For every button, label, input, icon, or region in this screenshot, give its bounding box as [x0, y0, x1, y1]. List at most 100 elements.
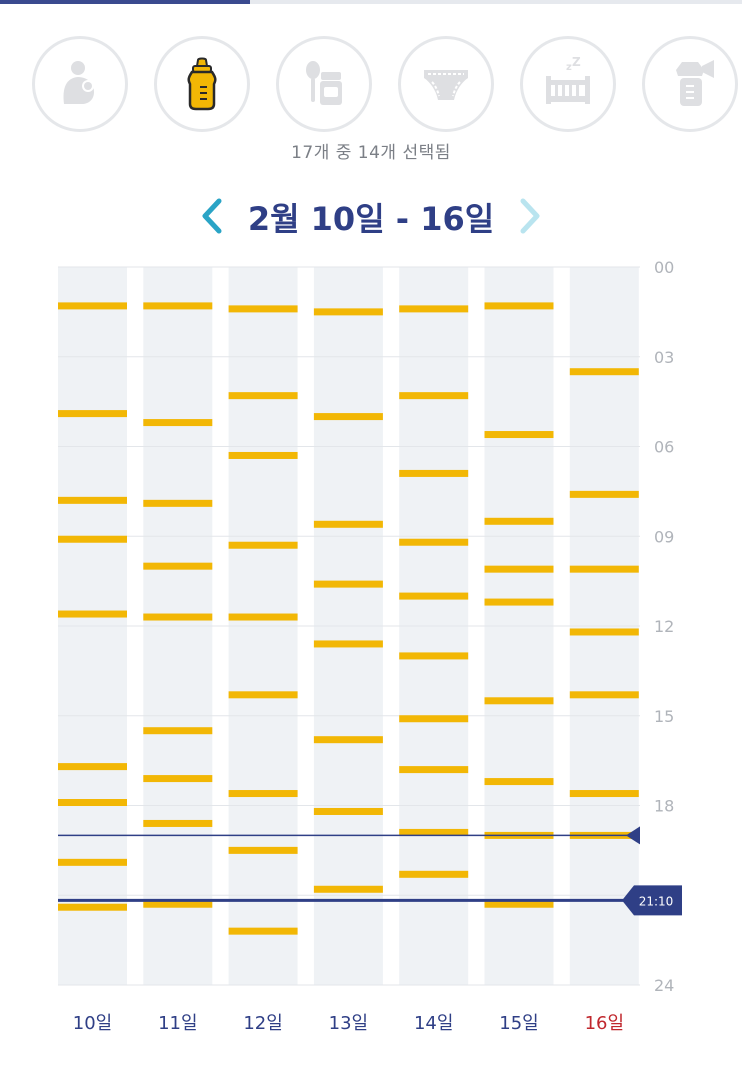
- feeding-event-bar: [58, 799, 127, 807]
- top-progress-strip: [0, 0, 742, 4]
- svg-text:z: z: [566, 62, 572, 73]
- category-baby-food-button[interactable]: [276, 36, 372, 132]
- feeding-event-bar: [484, 565, 554, 573]
- feeding-event-bar: [313, 520, 383, 528]
- feeding-event-bar: [58, 302, 127, 310]
- feeding-event-bar: [399, 469, 469, 477]
- feeding-event-bar: [484, 778, 554, 786]
- feeding-event-bar: [313, 308, 383, 316]
- day-label: 10일: [73, 1013, 112, 1034]
- feeding-event-bar: [569, 628, 639, 636]
- feeding-event-bar: [484, 517, 554, 525]
- hour-tick-label: 24: [654, 976, 674, 995]
- feeding-event-bar: [143, 900, 213, 908]
- feeding-event-bar: [399, 592, 469, 600]
- day-label: 15일: [499, 1013, 538, 1034]
- current-time-flag: [622, 885, 682, 916]
- hour-tick-label: 00: [654, 258, 674, 277]
- category-sleep-button[interactable]: z Z: [520, 36, 616, 132]
- hour-tick-label: 06: [654, 438, 674, 457]
- feeding-event-bar: [484, 302, 554, 310]
- feeding-event-bar: [228, 790, 298, 798]
- prev-week-button[interactable]: [192, 192, 232, 240]
- feeding-event-bar: [313, 885, 383, 893]
- feeding-event-bar: [313, 413, 383, 421]
- hour-tick-label: 18: [654, 797, 674, 816]
- feeding-event-bar: [228, 305, 298, 313]
- category-diaper-button[interactable]: [398, 36, 494, 132]
- feeding-event-bar: [143, 727, 213, 735]
- feeding-event-bar: [143, 499, 213, 507]
- timeline-svg: 00030609121518212421:1010일11일12일13일14일15…: [58, 258, 682, 1034]
- hour-tick-label: 15: [654, 707, 674, 726]
- feeding-timeline-chart: 00030609121518212421:1010일11일12일13일14일15…: [0, 250, 742, 1050]
- feeding-event-bar: [399, 392, 469, 400]
- week-title: 2월 10일 - 16일: [247, 200, 495, 238]
- feeding-event-bar: [58, 903, 127, 911]
- week-navigator: 2월 10일 - 16일: [0, 188, 742, 244]
- feeding-event-bar: [484, 900, 554, 908]
- baby-bottle-icon: [187, 57, 217, 111]
- feeding-event-bar: [313, 580, 383, 588]
- feeding-event-bar: [569, 490, 639, 498]
- feeding-event-bar: [484, 431, 554, 439]
- day-label: 13일: [329, 1013, 368, 1034]
- feeding-event-bar: [228, 927, 298, 935]
- feeding-event-bar: [399, 870, 469, 878]
- feeding-event-bar: [569, 790, 639, 798]
- diaper-icon: [424, 70, 468, 100]
- day-label: 11일: [158, 1013, 197, 1034]
- feeding-event-bar: [569, 368, 639, 376]
- nursing-mother-icon: [63, 61, 94, 104]
- feeding-event-bar: [484, 697, 554, 705]
- hour-tick-label: 12: [654, 617, 674, 636]
- feeding-event-bar: [143, 775, 213, 783]
- feeding-event-bar: [399, 715, 469, 723]
- feeding-event-bar: [484, 598, 554, 606]
- feeding-event-bar: [399, 828, 469, 836]
- hour-tick-label: 03: [654, 348, 674, 367]
- hour-tick-label: 09: [654, 527, 674, 546]
- chevron-right-icon: [520, 198, 540, 234]
- category-pump-button[interactable]: [642, 36, 738, 132]
- top-progress-fill: [0, 0, 250, 4]
- current-time-label: 21:10: [639, 894, 674, 908]
- category-nursing-button[interactable]: [32, 36, 128, 132]
- day-label: 14일: [414, 1013, 453, 1034]
- feeding-event-bar: [228, 541, 298, 549]
- category-filter-row: z Z: [0, 36, 742, 136]
- feeding-event-bar: [313, 807, 383, 815]
- feeding-event-bar: [58, 763, 127, 771]
- feeding-event-bar: [399, 305, 469, 313]
- feeding-event-bar: [143, 819, 213, 827]
- feeding-event-bar: [569, 565, 639, 573]
- feeding-event-bar: [569, 691, 639, 699]
- feeding-event-bar: [399, 652, 469, 660]
- feeding-event-bar: [313, 736, 383, 744]
- feeding-event-bar: [228, 392, 298, 400]
- feeding-event-bar: [143, 613, 213, 621]
- feeding-event-bar: [399, 766, 469, 774]
- feeding-event-bar: [143, 562, 213, 570]
- feeding-event-bar: [58, 610, 127, 618]
- feeding-event-bar: [58, 858, 127, 866]
- feeding-event-bar: [228, 451, 298, 459]
- baby-food-icon: [306, 61, 342, 105]
- selection-summary: 17개 중 14개 선택됨: [291, 143, 451, 163]
- breast-pump-icon: [676, 60, 714, 106]
- feeding-event-bar: [143, 419, 213, 427]
- feeding-event-bar: [228, 691, 298, 699]
- time-marker-arrow: [626, 826, 640, 845]
- day-label: 16일: [585, 1013, 624, 1034]
- feeding-event-bar: [58, 496, 127, 504]
- category-bottle-button[interactable]: [154, 36, 250, 132]
- feeding-event-bar: [228, 613, 298, 621]
- feeding-event-bar: [58, 535, 127, 543]
- next-week-button[interactable]: [510, 192, 550, 240]
- svg-text:Z: Z: [572, 56, 581, 69]
- feeding-event-bar: [58, 410, 127, 418]
- day-label: 12일: [243, 1013, 282, 1034]
- feeding-event-bar: [313, 640, 383, 648]
- feeding-event-bar: [228, 846, 298, 854]
- feeding-event-bar: [143, 302, 213, 310]
